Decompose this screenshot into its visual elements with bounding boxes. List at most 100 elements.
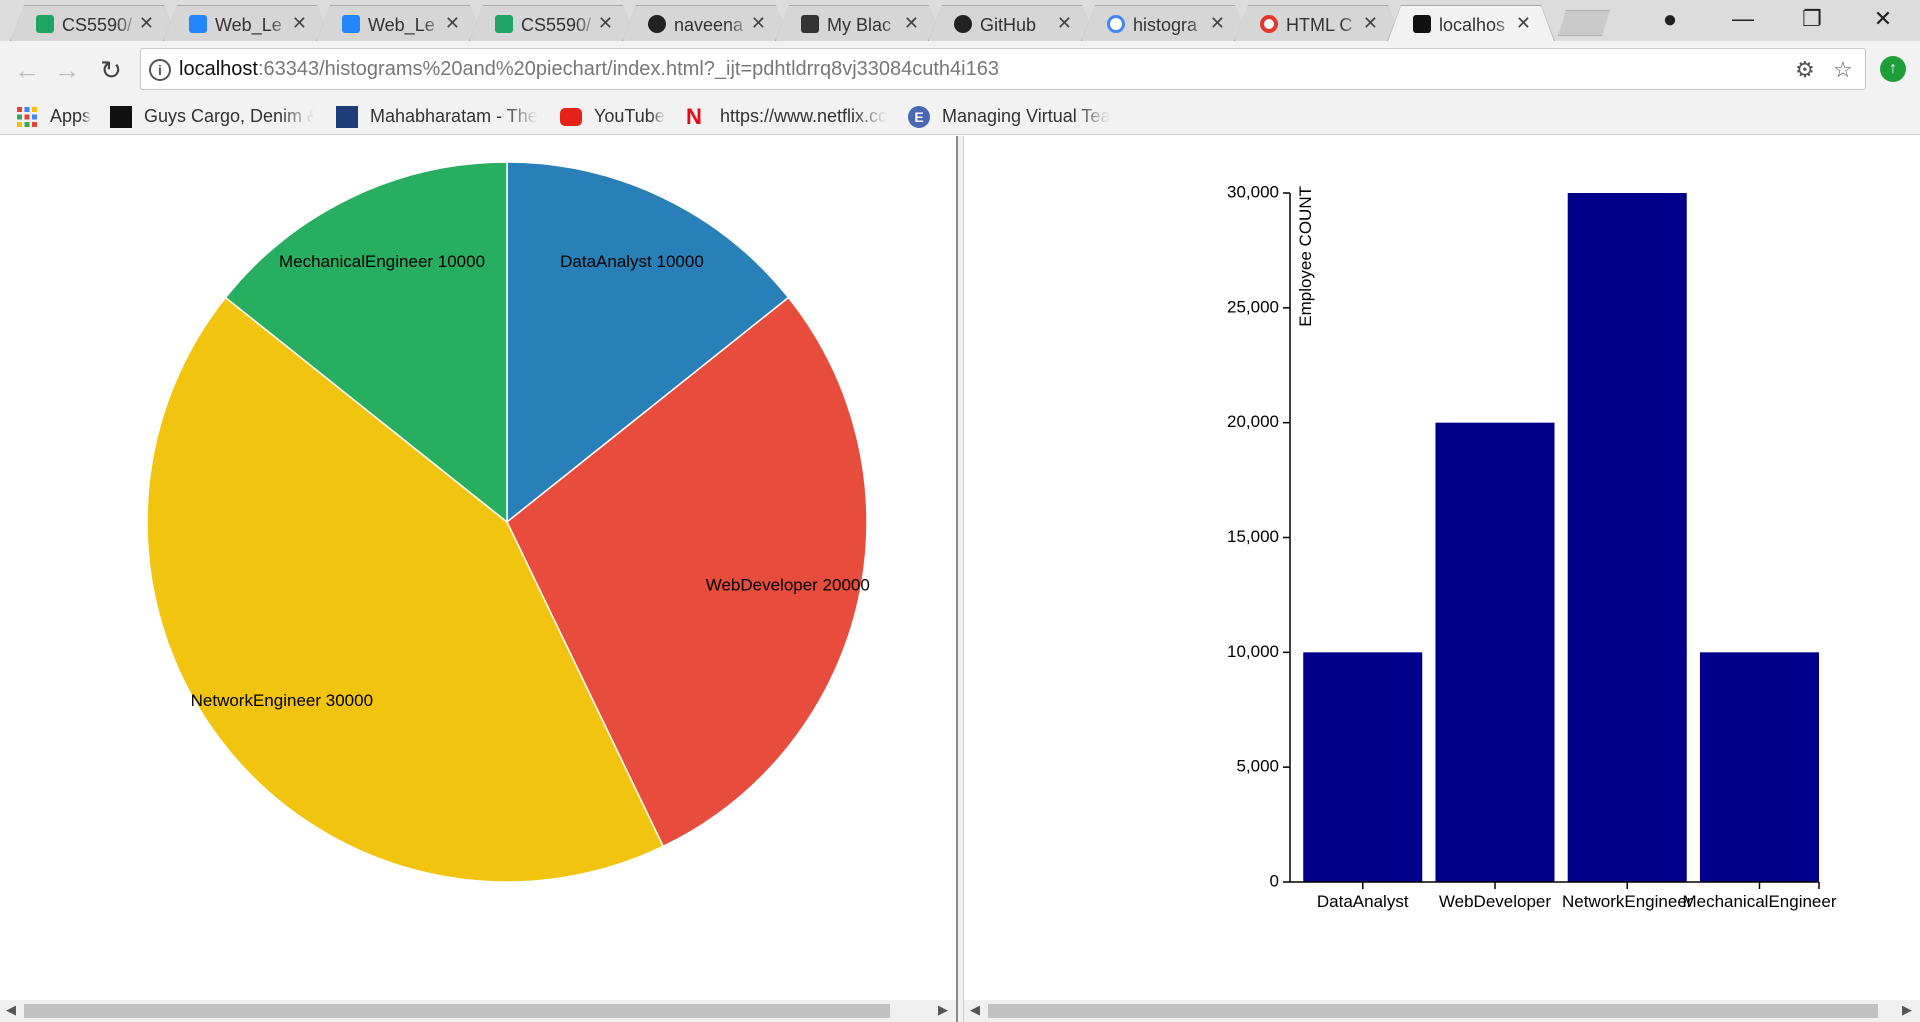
y-tick-label: 15,000 [1227, 527, 1279, 546]
pie-label-NetworkEngineer: NetworkEngineer 30000 [191, 691, 373, 710]
close-icon[interactable]: ✕ [138, 13, 154, 33]
bookmark-label: Guys Cargo, Denim & [144, 106, 314, 126]
close-icon[interactable]: ✕ [291, 13, 307, 33]
translate-blocked-icon[interactable]: ⚙ [1795, 57, 1815, 82]
bar-WebDeveloper [1435, 422, 1555, 882]
close-icon[interactable]: ✕ [444, 13, 460, 33]
tab-strip: CS5590/ ✕ Web_Le ✕ Web_Le ✕ CS5590/ ✕ na… [0, 0, 1920, 41]
y-tick-label: 0 [1270, 871, 1279, 890]
tab-title: localhos [1439, 15, 1506, 35]
bar-chart: 0 5,000 10,000 15,000 20,000 25,000 30,000 Dat… [1227, 182, 1837, 911]
bar-NetworkEngineer [1567, 193, 1687, 882]
address-bar[interactable]: i localhost:63343/histograms%20and%20pie… [140, 48, 1866, 90]
bar-chart-pane: 0 5,000 10,000 15,000 20,000 25,000 30,000 Dat… [964, 136, 1920, 1022]
github-icon [648, 15, 666, 33]
tab-title: histogra [1133, 15, 1198, 35]
netflix-icon: N [686, 104, 702, 129]
bookmark-label: Managing Virtual Tea [942, 106, 1111, 126]
bookmark-label: YouTube [594, 106, 665, 126]
bar-DataAnalyst [1303, 652, 1423, 882]
back-icon[interactable]: ← [14, 55, 40, 85]
bookmark-label: Apps [50, 106, 92, 126]
tab-title: naveena [674, 15, 744, 35]
blackboard-icon [801, 15, 819, 33]
y-tick-label: 20,000 [1227, 412, 1279, 431]
browser-toolbar: ← → ↻ i localhost:63343/histograms%20and… [0, 41, 1920, 99]
tab-title: My Blac [827, 15, 892, 35]
tab-title: CS5590/ [521, 15, 592, 35]
apps-grid-icon [17, 107, 37, 127]
info-icon[interactable]: i [149, 59, 171, 81]
pie-chart: DataAnalyst 10000 WebDeveloper 20000 Netwo… [146, 161, 870, 883]
pie-slice-MechanicalEngineer [224, 161, 508, 524]
url-path: :63343/histograms%20and%20piechart/index… [257, 58, 999, 80]
close-icon[interactable]: ✕ [597, 13, 613, 33]
scroll-left-arrow-icon[interactable]: ◀ [970, 1002, 980, 1017]
tab-title: Web_Le [215, 15, 282, 35]
pie-slice-WebDeveloper [506, 296, 868, 848]
close-window-icon[interactable]: ✕ [1873, 6, 1893, 31]
google-icon [1107, 15, 1125, 33]
pane-divider[interactable] [956, 136, 964, 1022]
tab-5[interactable]: My Blac ✕ [775, 5, 943, 41]
tab-2[interactable]: Web_Le ✕ [316, 5, 484, 41]
y-tick-label: 5,000 [1236, 757, 1279, 776]
bookmarks-bar: Apps Guys Cargo, Denim & Mahabharatam - … [0, 99, 1920, 135]
forward-icon[interactable]: → [54, 55, 80, 85]
github-icon [954, 15, 972, 33]
bookmark-label: Mahabharatam - The [370, 106, 538, 126]
x-tick-label: DataAnalyst [1317, 892, 1409, 911]
sheets-icon [36, 15, 54, 33]
tab-1[interactable]: Web_Le ✕ [163, 5, 331, 41]
y-tick-label: 30,000 [1227, 182, 1279, 201]
tab-4[interactable]: naveena ✕ [622, 5, 790, 41]
cargo-icon [110, 106, 132, 128]
pie-slice-DataAnalyst [506, 161, 790, 524]
pie-chart-pane: DataAnalyst 10000 WebDeveloper 20000 Netwo… [0, 136, 956, 1022]
tab-title: HTML C [1286, 15, 1353, 35]
tab-title: GitHub [980, 15, 1037, 35]
scrollbar-thumb[interactable] [988, 1004, 1878, 1018]
x-tick-label: WebDeveloper [1439, 892, 1551, 911]
update-icon[interactable]: ↑ [1880, 56, 1906, 82]
close-icon[interactable]: ✕ [1209, 13, 1225, 33]
mahabharatam-icon [336, 106, 358, 128]
close-icon[interactable]: ✕ [1056, 13, 1072, 33]
y-tick-label: 10,000 [1227, 642, 1279, 661]
horizontal-scrollbar-right[interactable]: ◀ ▶ [964, 1000, 1920, 1022]
close-icon[interactable]: ✕ [750, 13, 766, 33]
pie-slice-NetworkEngineer [146, 296, 665, 883]
tab-7[interactable]: histogra ✕ [1081, 5, 1249, 41]
scrollbar-thumb[interactable] [24, 1004, 890, 1018]
youtube-icon [560, 108, 582, 126]
bookmark-star-icon[interactable]: ☆ [1833, 57, 1853, 82]
tab-3[interactable]: CS5590/ ✕ [469, 5, 637, 41]
tab-6[interactable]: GitHub ✕ [928, 5, 1096, 41]
tab-9-active[interactable]: localhos ✕ [1387, 5, 1555, 41]
box-icon [342, 15, 360, 33]
tab-title: CS5590/ [62, 15, 133, 35]
y-axis-label: Employee COUNT [1296, 186, 1315, 327]
horizontal-scrollbar-left[interactable]: ◀ ▶ [0, 1000, 956, 1022]
minimize-icon[interactable]: — [1732, 6, 1754, 31]
profile-icon[interactable]: ● [1662, 6, 1678, 33]
restore-icon[interactable]: ❐ [1802, 6, 1822, 31]
scroll-right-arrow-icon[interactable]: ▶ [1902, 1002, 1912, 1017]
pie-label-WebDeveloper: WebDeveloper 20000 [706, 576, 870, 595]
close-icon[interactable]: ✕ [1515, 13, 1531, 33]
bar-MechanicalEngineer [1699, 652, 1819, 882]
url-host: localhost [179, 58, 258, 80]
pie-label-DataAnalyst: DataAnalyst 10000 [560, 252, 704, 271]
close-icon[interactable]: ✕ [1362, 13, 1378, 33]
scroll-right-arrow-icon[interactable]: ▶ [938, 1002, 948, 1017]
tab-8[interactable]: HTML C ✕ [1234, 5, 1402, 41]
new-tab-button[interactable] [1558, 10, 1610, 36]
url-text[interactable]: localhost:63343/histograms%20and%20piech… [179, 58, 999, 81]
tab-0[interactable]: CS5590/ ✕ [10, 5, 178, 41]
opera-icon [1260, 15, 1278, 33]
reload-icon[interactable]: ↻ [100, 55, 122, 85]
tab-title: Web_Le [368, 15, 435, 35]
sheets-icon [495, 15, 513, 33]
close-icon[interactable]: ✕ [903, 13, 919, 33]
scroll-left-arrow-icon[interactable]: ◀ [6, 1002, 16, 1017]
